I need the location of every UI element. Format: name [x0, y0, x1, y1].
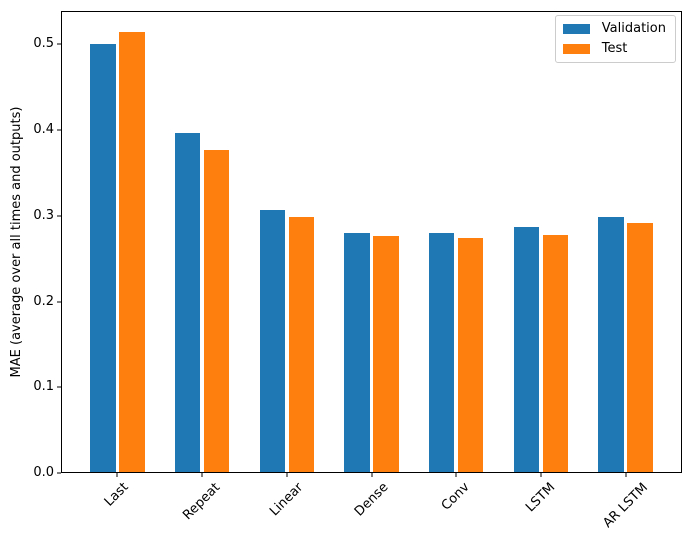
x-tick-label-text: Repeat	[180, 480, 224, 524]
bar-validation-conv	[429, 233, 455, 472]
x-tick-label-text: Dense	[351, 480, 391, 520]
y-tick-mark	[57, 43, 61, 45]
bar-validation-ar-lstm	[598, 217, 624, 472]
x-tick-mark	[286, 473, 288, 477]
bar-test-lstm	[542, 235, 568, 472]
x-tick-label-text: Last	[102, 479, 132, 510]
y-tick-label: 0.4	[33, 122, 54, 138]
y-tick-mark	[57, 472, 61, 474]
legend-swatch-test	[562, 44, 590, 54]
legend-label: Validation	[601, 21, 666, 36]
x-tick-label-text: Conv	[438, 480, 473, 514]
legend-swatch-validation	[562, 24, 590, 34]
y-tick-label: 0.5	[33, 36, 54, 52]
y-tick-mark	[57, 386, 61, 388]
bar-test-last	[119, 32, 145, 472]
y-tick-mark	[57, 301, 61, 303]
x-tick-label-text: AR LSTM	[599, 480, 651, 531]
bar-test-linear	[288, 217, 314, 472]
plot-area: Validation Test	[61, 11, 682, 473]
bar-validation-repeat	[175, 133, 201, 472]
bar-validation-last	[90, 43, 116, 472]
legend-label: Test	[601, 41, 628, 56]
x-tick-mark	[540, 473, 542, 477]
bar-test-dense	[373, 235, 399, 472]
bar-test-repeat	[203, 149, 230, 472]
y-tick-label: 0.2	[33, 293, 54, 309]
x-tick-mark	[116, 473, 118, 477]
bar-test-ar-lstm	[627, 223, 653, 472]
legend: Validation Test	[554, 15, 676, 63]
x-tick-mark	[455, 473, 457, 477]
legend-item-test: Test	[562, 41, 666, 57]
bar-validation-linear	[259, 210, 286, 472]
y-tick-mark	[57, 129, 61, 131]
y-tick-label: 0.1	[33, 379, 54, 395]
bar-validation-dense	[344, 233, 370, 472]
bar-validation-lstm	[513, 227, 540, 472]
y-tick-label: 0.0	[33, 465, 54, 480]
y-tick-label: 0.3	[33, 207, 54, 223]
x-tick-label-text: LSTM	[522, 480, 559, 516]
y-axis-label: MAE (average over all times and outputs)	[9, 106, 24, 378]
bar-test-conv	[457, 237, 484, 472]
y-tick-mark	[57, 215, 61, 217]
x-tick-mark	[625, 473, 627, 477]
x-tick-mark	[201, 473, 203, 477]
legend-item-validation: Validation	[562, 21, 666, 37]
x-tick-label-text: Linear	[266, 479, 307, 520]
x-tick-mark	[371, 473, 372, 477]
